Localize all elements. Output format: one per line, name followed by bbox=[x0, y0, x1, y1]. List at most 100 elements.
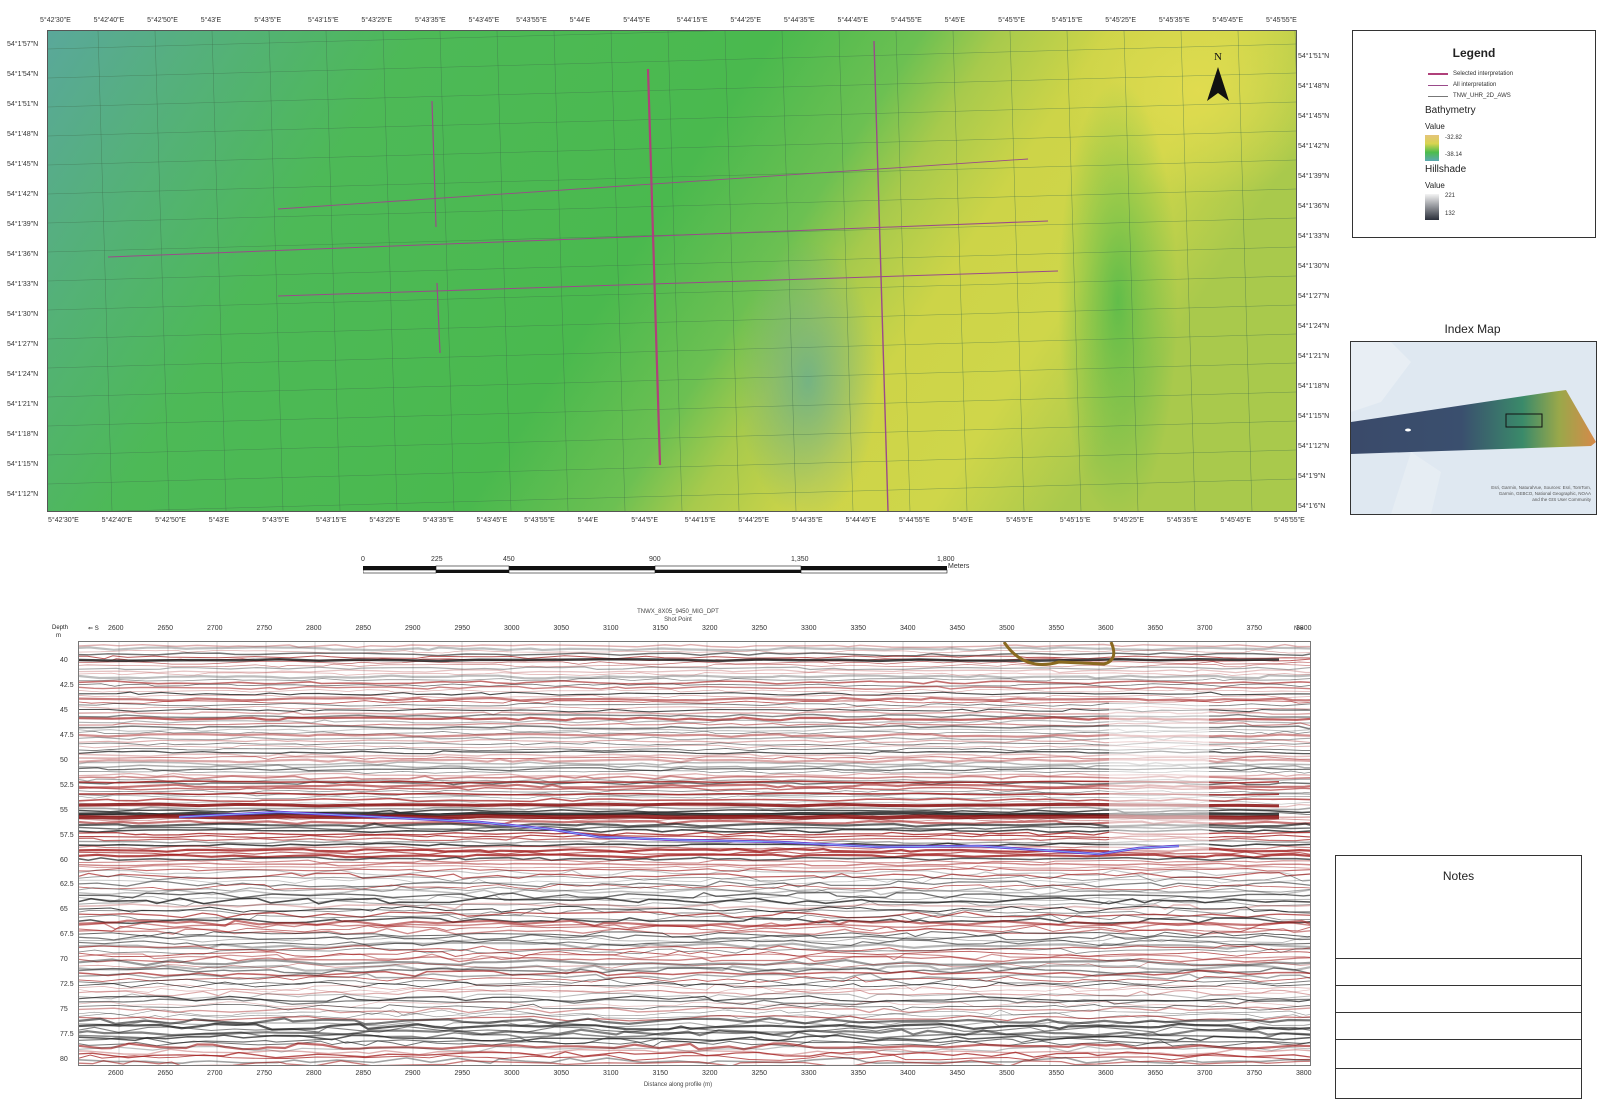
shot-point-label: 2750 bbox=[256, 625, 273, 632]
longitude-label: 5°43'25"E bbox=[361, 17, 393, 24]
latitude-label: 54°1'45"N bbox=[7, 161, 39, 168]
seismic-reflector bbox=[79, 998, 1310, 1006]
shot-point-label: 3650 bbox=[1147, 625, 1164, 632]
latitude-label: 54°1'9"N bbox=[1298, 473, 1326, 480]
seismic-reflector bbox=[79, 674, 1310, 680]
depth-label: 45 bbox=[60, 706, 68, 714]
scale-tick-label: 225 bbox=[431, 556, 443, 563]
survey-line bbox=[382, 31, 398, 511]
longitude-label: 5°43'25"E bbox=[369, 517, 401, 524]
seismic-reflector bbox=[79, 688, 1310, 693]
shot-point-label: 3350 bbox=[850, 625, 867, 632]
seismic-reflector bbox=[79, 1040, 1310, 1048]
longitude-label: 5°44'5"E bbox=[623, 17, 651, 24]
direction-south: ⇐ S bbox=[88, 626, 99, 632]
index-map-title: Index Map bbox=[1444, 322, 1501, 336]
survey-line bbox=[48, 275, 1296, 311]
longitude-label: 5°45'15"E bbox=[1051, 17, 1083, 24]
latitude-label: 54°1'12"N bbox=[1298, 443, 1330, 450]
shot-point-label: 2950 bbox=[454, 625, 471, 632]
distance-label: 3450 bbox=[949, 1070, 966, 1077]
longitude-label: 5°45'25"E bbox=[1105, 17, 1137, 24]
seismic-reflector bbox=[79, 666, 1310, 671]
survey-area-footprint bbox=[1351, 390, 1596, 454]
bathymetry-title: Bathymetry bbox=[1425, 105, 1476, 116]
index-map[interactable]: Esri, Garmin, NaturalVue, Sources: Esri,… bbox=[1350, 341, 1597, 515]
seismic-reflector bbox=[79, 987, 1310, 994]
shot-point-label: 3800 bbox=[1296, 625, 1312, 632]
seismic-reflector bbox=[79, 900, 1310, 908]
longitude-label: 5°45'5"E bbox=[1006, 517, 1034, 524]
deeper-area bbox=[738, 241, 878, 511]
latitude-label: 54°1'39"N bbox=[7, 221, 39, 228]
bathymetry-map[interactable]: N bbox=[47, 30, 1297, 512]
longitude-label: 5°45'5"E bbox=[998, 17, 1026, 24]
all-interpretation-line bbox=[431, 100, 437, 228]
all-interpretation-line bbox=[107, 220, 1049, 258]
seismic-reflector bbox=[79, 939, 1310, 947]
bathymetry-map-canvas bbox=[48, 31, 1296, 511]
seismic-reflector bbox=[79, 1026, 1310, 1033]
seismic-reflector bbox=[79, 1056, 1310, 1065]
distance-label: 3700 bbox=[1197, 1070, 1213, 1077]
latitude-label: 54°1'12"N bbox=[7, 491, 39, 498]
depth-axis-label: Depth bbox=[52, 625, 69, 631]
latitude-label: 54°1'48"N bbox=[7, 131, 39, 138]
seismic-reflector bbox=[79, 963, 1310, 972]
legend-title: Legend bbox=[1452, 46, 1496, 60]
seismic-reflector bbox=[79, 944, 1310, 952]
longitude-label: 5°43'15"E bbox=[315, 517, 347, 524]
seismic-reflector bbox=[79, 883, 1310, 890]
acoustic-blanking-zone bbox=[1109, 702, 1209, 852]
distance-label: 2700 bbox=[207, 1070, 223, 1077]
latitude-label: 54°1'30"N bbox=[7, 311, 39, 318]
longitude-label: 5°44'5"E bbox=[631, 517, 659, 524]
seismic-reflector bbox=[79, 652, 1310, 657]
survey-line bbox=[1237, 31, 1253, 511]
longitude-label: 5°43'E bbox=[208, 517, 230, 524]
longitude-label: 5°44'15"E bbox=[676, 17, 708, 24]
seismic-reflector bbox=[79, 840, 1310, 845]
seismic-reflector bbox=[79, 869, 1310, 877]
seismic-reflector bbox=[79, 888, 1310, 896]
credit-line: Garmin, GEBCO, National Geographic, NOAA bbox=[1498, 491, 1591, 496]
seismic-reflector bbox=[79, 780, 1310, 786]
latitude-label: 54°1'33"N bbox=[7, 281, 39, 288]
interpretation-lines bbox=[107, 40, 1059, 511]
seismic-reflector bbox=[79, 927, 1310, 935]
survey-line bbox=[211, 31, 227, 511]
survey-line bbox=[439, 31, 455, 511]
latitude-label: 54°1'39"N bbox=[1298, 173, 1330, 180]
survey-line bbox=[553, 31, 569, 511]
seismic-reflector bbox=[79, 758, 1310, 764]
survey-line bbox=[48, 31, 718, 50]
seismic-reflector bbox=[79, 958, 1310, 967]
depth-label: 65 bbox=[60, 906, 68, 914]
latitude-label: 54°1'21"N bbox=[1298, 353, 1330, 360]
seismic-reflector bbox=[79, 911, 1310, 919]
seismic-reflector bbox=[79, 886, 1310, 893]
seismic-reflector bbox=[79, 908, 1310, 916]
depth-label: 62.5 bbox=[60, 881, 74, 889]
bathymetry-value-label: Value bbox=[1425, 122, 1445, 131]
longitude-label: 5°45'E bbox=[944, 17, 966, 24]
longitude-label: 5°43'E bbox=[200, 17, 222, 24]
seismic-profile[interactable] bbox=[78, 641, 1311, 1066]
bathymetry-max: -32.82 bbox=[1445, 135, 1463, 141]
seismic-reflector bbox=[79, 950, 1310, 958]
seismic-reflector bbox=[79, 1042, 1310, 1051]
latitude-label: 54°1'57"N bbox=[7, 41, 39, 48]
scale-tick-label: 1,350 bbox=[791, 556, 809, 563]
seismic-reflector bbox=[79, 984, 1310, 991]
seismic-reflector bbox=[79, 931, 1310, 938]
all-interpretation-line bbox=[277, 158, 1029, 210]
seismic-reflector bbox=[79, 871, 1310, 879]
seismic-horizon bbox=[79, 780, 1280, 784]
seismic-reflector bbox=[79, 702, 1310, 707]
longitude-label: 5°43'5"E bbox=[254, 17, 282, 24]
shot-point-label: 3050 bbox=[553, 625, 570, 632]
seismic-reflector bbox=[79, 967, 1310, 975]
seismic-reflector bbox=[79, 992, 1310, 1000]
survey-line-swatch bbox=[1428, 96, 1448, 97]
depth-label: 40 bbox=[60, 657, 68, 664]
